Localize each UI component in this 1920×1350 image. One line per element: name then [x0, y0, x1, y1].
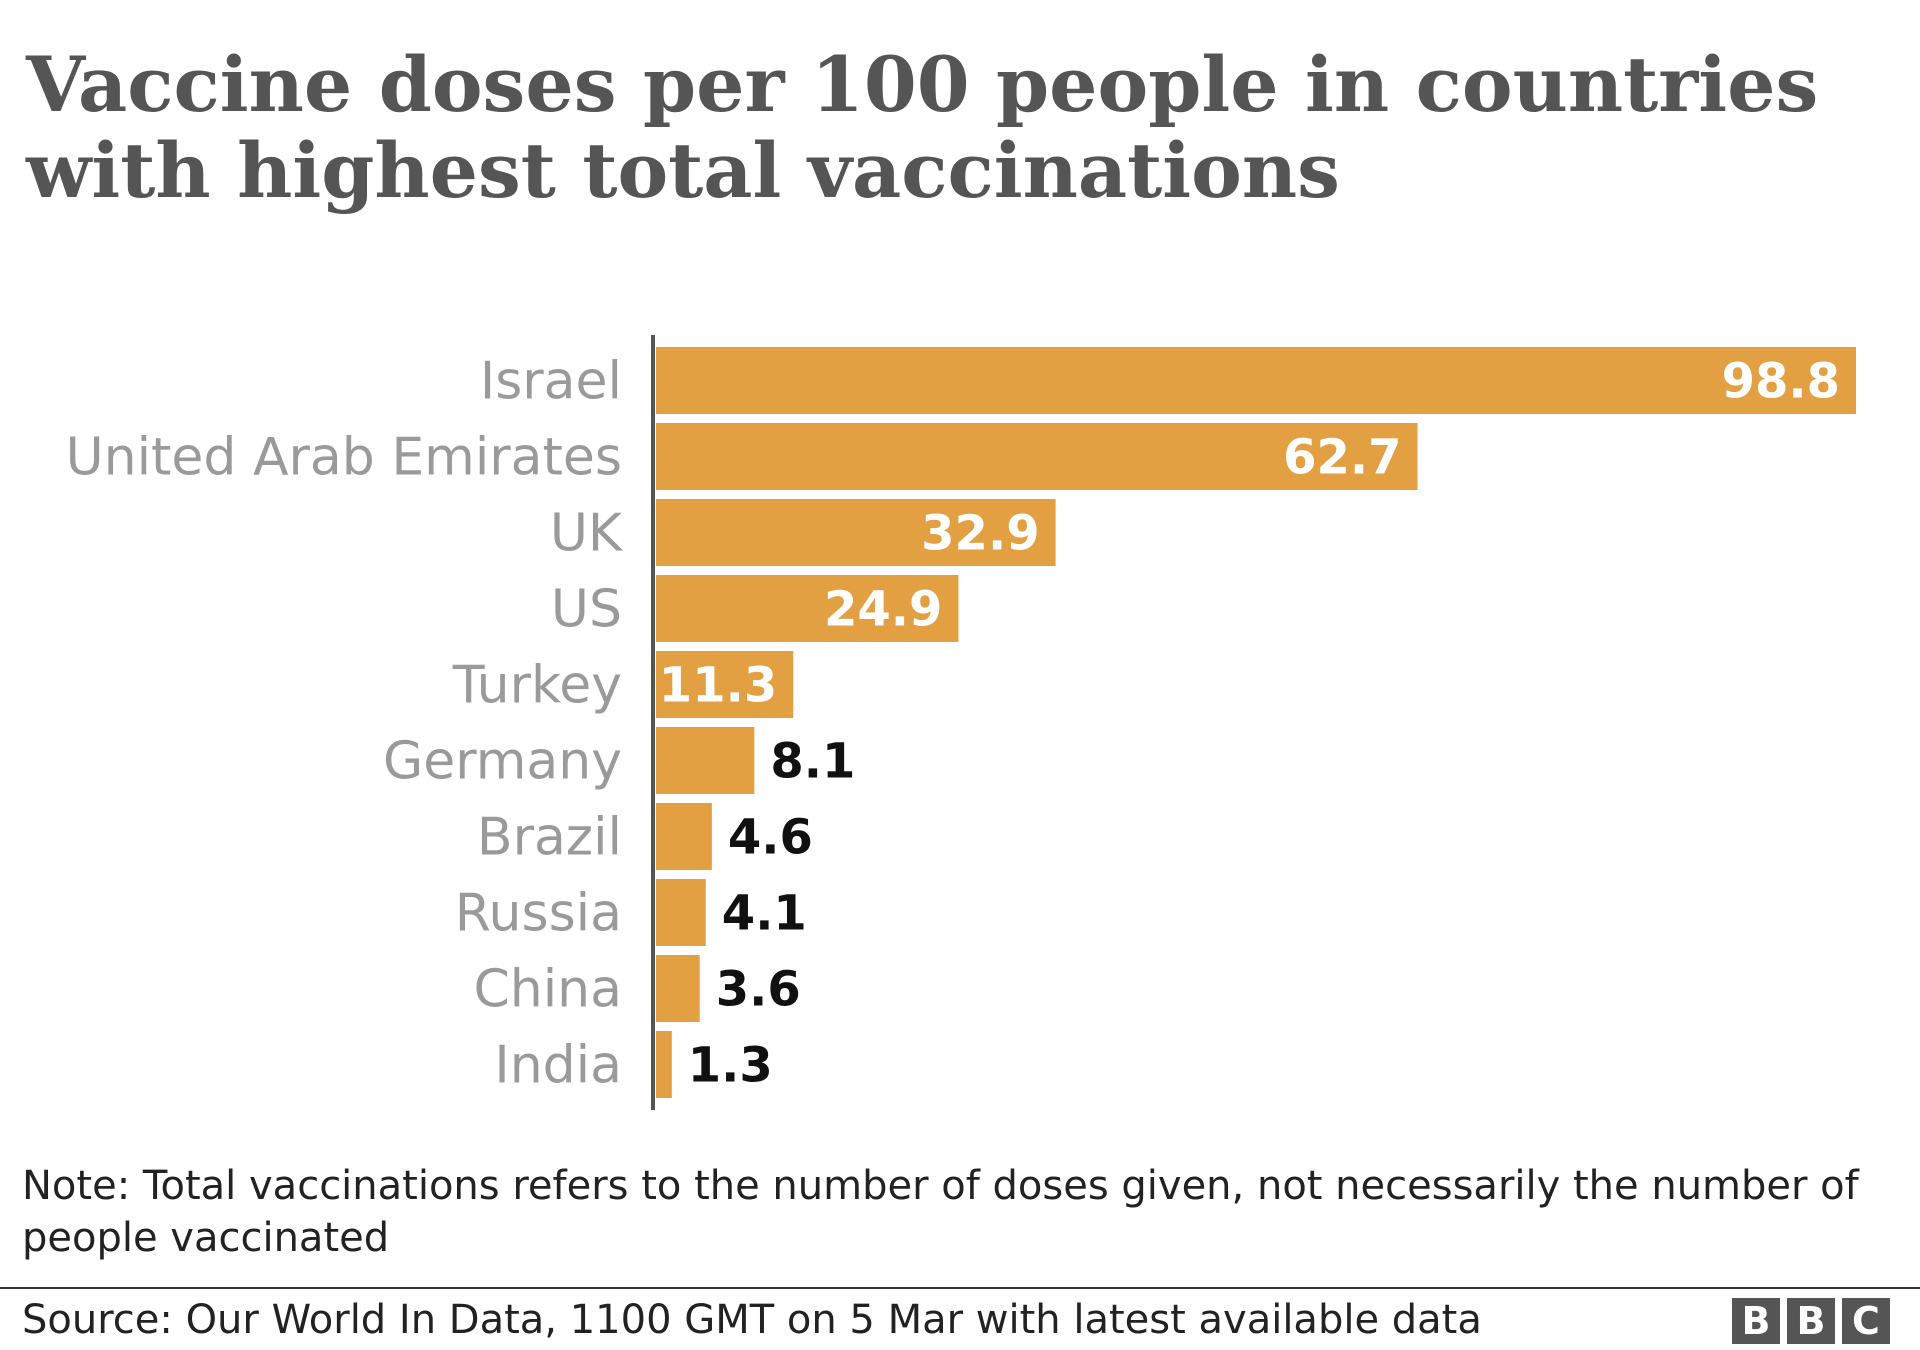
category-label: India	[494, 1036, 622, 1096]
bar-united-arab-emirates	[656, 423, 1418, 490]
bar-russia	[656, 879, 706, 946]
logo-letter-3: C	[1842, 1298, 1890, 1344]
category-label: US	[551, 580, 622, 640]
value-label: 98.8	[1722, 354, 1840, 410]
value-label: 8.1	[770, 734, 855, 790]
category-label: UK	[550, 504, 624, 564]
category-label: Germany	[383, 732, 622, 792]
value-label: 1.3	[688, 1038, 773, 1094]
bar-uk	[656, 499, 1056, 566]
chart-title: Vaccine doses per 100 people in countrie…	[26, 40, 1819, 215]
bar-chart: Israel 98.8 United Arab Emirates 62.7 UK 32.9…	[66, 335, 1856, 1110]
value-label: 4.1	[722, 886, 807, 942]
chart-note: Note: Total vaccinations refers to the n…	[22, 1163, 1859, 1261]
bbc-logo: B B C	[1732, 1298, 1890, 1344]
value-label: 4.6	[728, 810, 813, 866]
value-label: 3.6	[716, 962, 801, 1018]
bar-india	[656, 1031, 672, 1098]
bar-israel	[656, 347, 1856, 414]
category-label: Turkey	[452, 656, 622, 716]
logo-letter-2: B	[1787, 1298, 1835, 1344]
source-text: Source: Our World In Data, 1100 GMT on 5…	[22, 1297, 1482, 1343]
category-label: Israel	[480, 352, 622, 412]
category-label: United Arab Emirates	[66, 428, 622, 488]
bar-us	[656, 575, 959, 642]
bar-china	[656, 955, 700, 1022]
value-label: 62.7	[1283, 430, 1401, 486]
category-label: Brazil	[477, 808, 622, 868]
value-label: 32.9	[921, 506, 1039, 562]
footer-divider	[0, 1287, 1920, 1289]
value-label: 24.9	[824, 582, 942, 638]
bars-layer: Israel 98.8 United Arab Emirates 62.7 UK 32.9…	[66, 347, 1856, 1098]
bar-turkey	[656, 651, 794, 718]
category-label: Russia	[455, 884, 622, 944]
bar-germany	[656, 727, 755, 794]
category-label: China	[473, 960, 622, 1020]
value-label: 11.3	[659, 658, 777, 714]
bar-brazil	[656, 803, 712, 870]
logo-letter-1: B	[1732, 1298, 1780, 1344]
